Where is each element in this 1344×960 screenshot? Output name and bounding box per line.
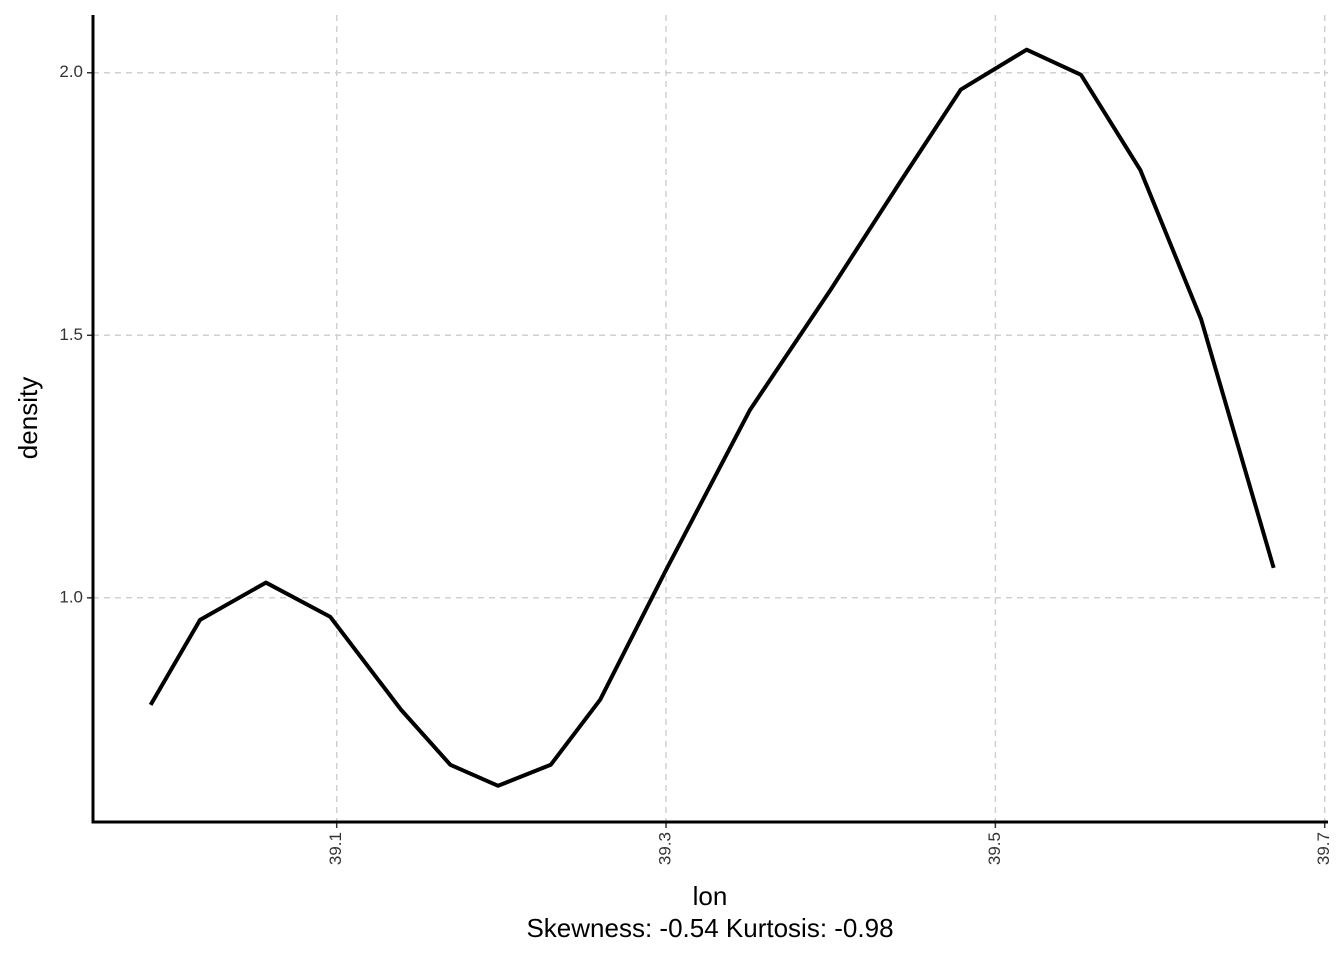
x-axis-label: lon bbox=[693, 881, 728, 911]
density-line bbox=[148, 47, 1276, 788]
x-tick-label: 39.5 bbox=[985, 832, 1004, 865]
y-tick-label: 1.5 bbox=[59, 325, 83, 344]
y-tick-label: 1.0 bbox=[59, 587, 83, 606]
x-tick-label: 39.7 bbox=[1314, 832, 1333, 865]
y-tick-label: 2.0 bbox=[59, 62, 83, 81]
x-tick-label: 39.3 bbox=[656, 832, 675, 865]
x-tick-label: 39.1 bbox=[326, 832, 345, 865]
caption: Skewness: -0.54 Kurtosis: -0.98 bbox=[526, 913, 893, 943]
y-axis-label: density bbox=[13, 377, 43, 459]
